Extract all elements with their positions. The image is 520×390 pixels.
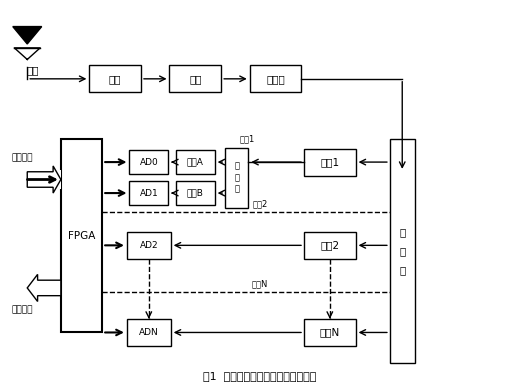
Text: FPGA: FPGA [68, 230, 95, 241]
FancyBboxPatch shape [304, 232, 356, 259]
Text: 功放B: 功放B [187, 188, 204, 198]
Text: 滤波1: 滤波1 [320, 157, 340, 167]
Text: 图1  射频数字化通用接收机硬件构架: 图1 射频数字化通用接收机硬件构架 [203, 371, 317, 381]
Text: AD2: AD2 [139, 241, 158, 250]
FancyBboxPatch shape [127, 319, 171, 346]
FancyBboxPatch shape [225, 147, 249, 207]
Text: 滤波2: 滤波2 [320, 240, 340, 250]
Text: 器: 器 [399, 266, 406, 275]
Text: 控制接口: 控制接口 [11, 153, 33, 162]
FancyBboxPatch shape [176, 150, 215, 174]
FancyBboxPatch shape [89, 65, 141, 92]
FancyBboxPatch shape [250, 65, 302, 92]
Text: 频带2: 频带2 [252, 200, 268, 209]
FancyBboxPatch shape [24, 170, 61, 189]
Text: AD0: AD0 [139, 158, 158, 167]
Text: 器: 器 [234, 185, 239, 194]
Polygon shape [13, 27, 42, 44]
Text: 分: 分 [399, 246, 406, 256]
Text: 分: 分 [234, 173, 239, 182]
FancyBboxPatch shape [170, 65, 221, 92]
FancyBboxPatch shape [304, 149, 356, 176]
Text: ADN: ADN [139, 328, 159, 337]
Text: 频带1: 频带1 [239, 135, 255, 144]
Text: 低噪放: 低噪放 [266, 74, 285, 84]
Text: 天线: 天线 [26, 65, 38, 75]
Text: 解调结果: 解调结果 [11, 305, 33, 314]
Polygon shape [27, 166, 61, 193]
Text: 频带N: 频带N [252, 279, 268, 288]
FancyBboxPatch shape [129, 181, 168, 205]
FancyBboxPatch shape [129, 150, 168, 174]
FancyBboxPatch shape [127, 232, 171, 259]
Polygon shape [27, 275, 61, 301]
FancyBboxPatch shape [176, 181, 215, 205]
Text: 滤波: 滤波 [189, 74, 202, 84]
Text: 滤波N: 滤波N [320, 328, 340, 337]
Text: 功: 功 [399, 227, 406, 237]
FancyBboxPatch shape [61, 139, 102, 332]
Text: 限幅: 限幅 [109, 74, 122, 84]
Text: AD1: AD1 [139, 188, 158, 198]
Text: 功放A: 功放A [187, 158, 204, 167]
Text: 功: 功 [234, 161, 239, 170]
FancyBboxPatch shape [390, 139, 414, 363]
FancyBboxPatch shape [304, 319, 356, 346]
